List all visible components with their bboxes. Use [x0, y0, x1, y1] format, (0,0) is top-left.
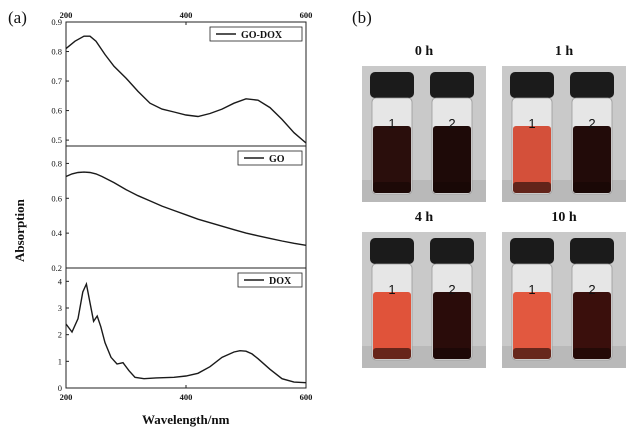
photo-time-label: 10 h: [551, 210, 577, 225]
legend-box: [237, 150, 303, 166]
series-line-go: [65, 171, 307, 246]
vial-liquid: [573, 292, 611, 359]
vial-sediment: [433, 348, 471, 359]
vial-number-label: 2: [588, 282, 595, 297]
vial-liquid: [373, 126, 411, 193]
panel-b-label: (b): [352, 8, 372, 27]
vial-sediment: [373, 182, 411, 193]
series-line-dox: [65, 281, 307, 384]
vial-sediment: [513, 182, 551, 193]
legend-box: [209, 26, 303, 42]
y-tick-label: 0.6: [51, 106, 62, 116]
vial-number-label: 1: [388, 116, 395, 131]
vial-sediment: [573, 348, 611, 359]
y-axis-label: Absorption: [12, 199, 27, 262]
vial-liquid: [513, 126, 551, 193]
vial-cap: [430, 238, 474, 264]
y-tick-label: 0.9: [51, 17, 62, 27]
x-tick-top-label: 200: [60, 10, 73, 20]
vial-number-label: 2: [448, 282, 455, 297]
y-tick-label: 0.4: [51, 228, 62, 238]
vial-cap: [370, 238, 414, 264]
y-tick-label: 0.8: [51, 47, 62, 57]
legend-label: GO-DOX: [241, 30, 283, 41]
y-tick-label: 0.8: [51, 158, 62, 168]
vial-liquid: [513, 292, 551, 359]
panel-a-label: (a): [8, 8, 27, 27]
x-tick-label: 600: [300, 392, 313, 402]
x-tick-label: 400: [180, 392, 193, 402]
y-tick-label: 4: [58, 276, 63, 286]
vial-number-label: 1: [528, 116, 535, 131]
vial-liquid: [373, 292, 411, 359]
legend-box: [237, 272, 303, 288]
y-tick-label: 0: [58, 383, 62, 393]
series-line-go-dox: [65, 35, 307, 144]
y-tick-label: 2: [58, 330, 62, 340]
vial-cap: [370, 72, 414, 98]
y-tick-label: 3: [58, 303, 62, 313]
x-axis-label: Wavelength/nm: [142, 412, 230, 427]
vial-cap: [570, 72, 614, 98]
photo-time-label: 1 h: [554, 44, 574, 59]
y-tick-label: 0.7: [51, 76, 62, 86]
y-tick-label: 0.5: [51, 135, 62, 145]
vial-sediment: [513, 348, 551, 359]
vial-liquid: [433, 126, 471, 193]
y-tick-label: 0.6: [51, 193, 62, 203]
vial-liquid: [433, 292, 471, 359]
vial-sediment: [433, 182, 471, 193]
x-tick-top-label: 600: [300, 10, 313, 20]
legend-label: DOX: [269, 276, 292, 287]
vial-cap: [510, 238, 554, 264]
photo-time-label: 4 h: [414, 210, 434, 225]
vial-cap: [430, 72, 474, 98]
vial-number-label: 2: [588, 116, 595, 131]
vial-number-label: 1: [528, 282, 535, 297]
vial-sediment: [573, 182, 611, 193]
x-tick-label: 200: [60, 392, 73, 402]
vial-cap: [570, 238, 614, 264]
photo-time-label: 0 h: [414, 44, 434, 59]
y-tick-label: 0.2: [51, 263, 62, 273]
legend-label: GO: [269, 154, 285, 165]
y-tick-label: 1: [58, 356, 62, 366]
vial-number-label: 1: [388, 282, 395, 297]
vial-cap: [510, 72, 554, 98]
x-tick-top-label: 400: [180, 10, 193, 20]
vial-number-label: 2: [448, 116, 455, 131]
vial-liquid: [573, 126, 611, 193]
vial-sediment: [373, 348, 411, 359]
